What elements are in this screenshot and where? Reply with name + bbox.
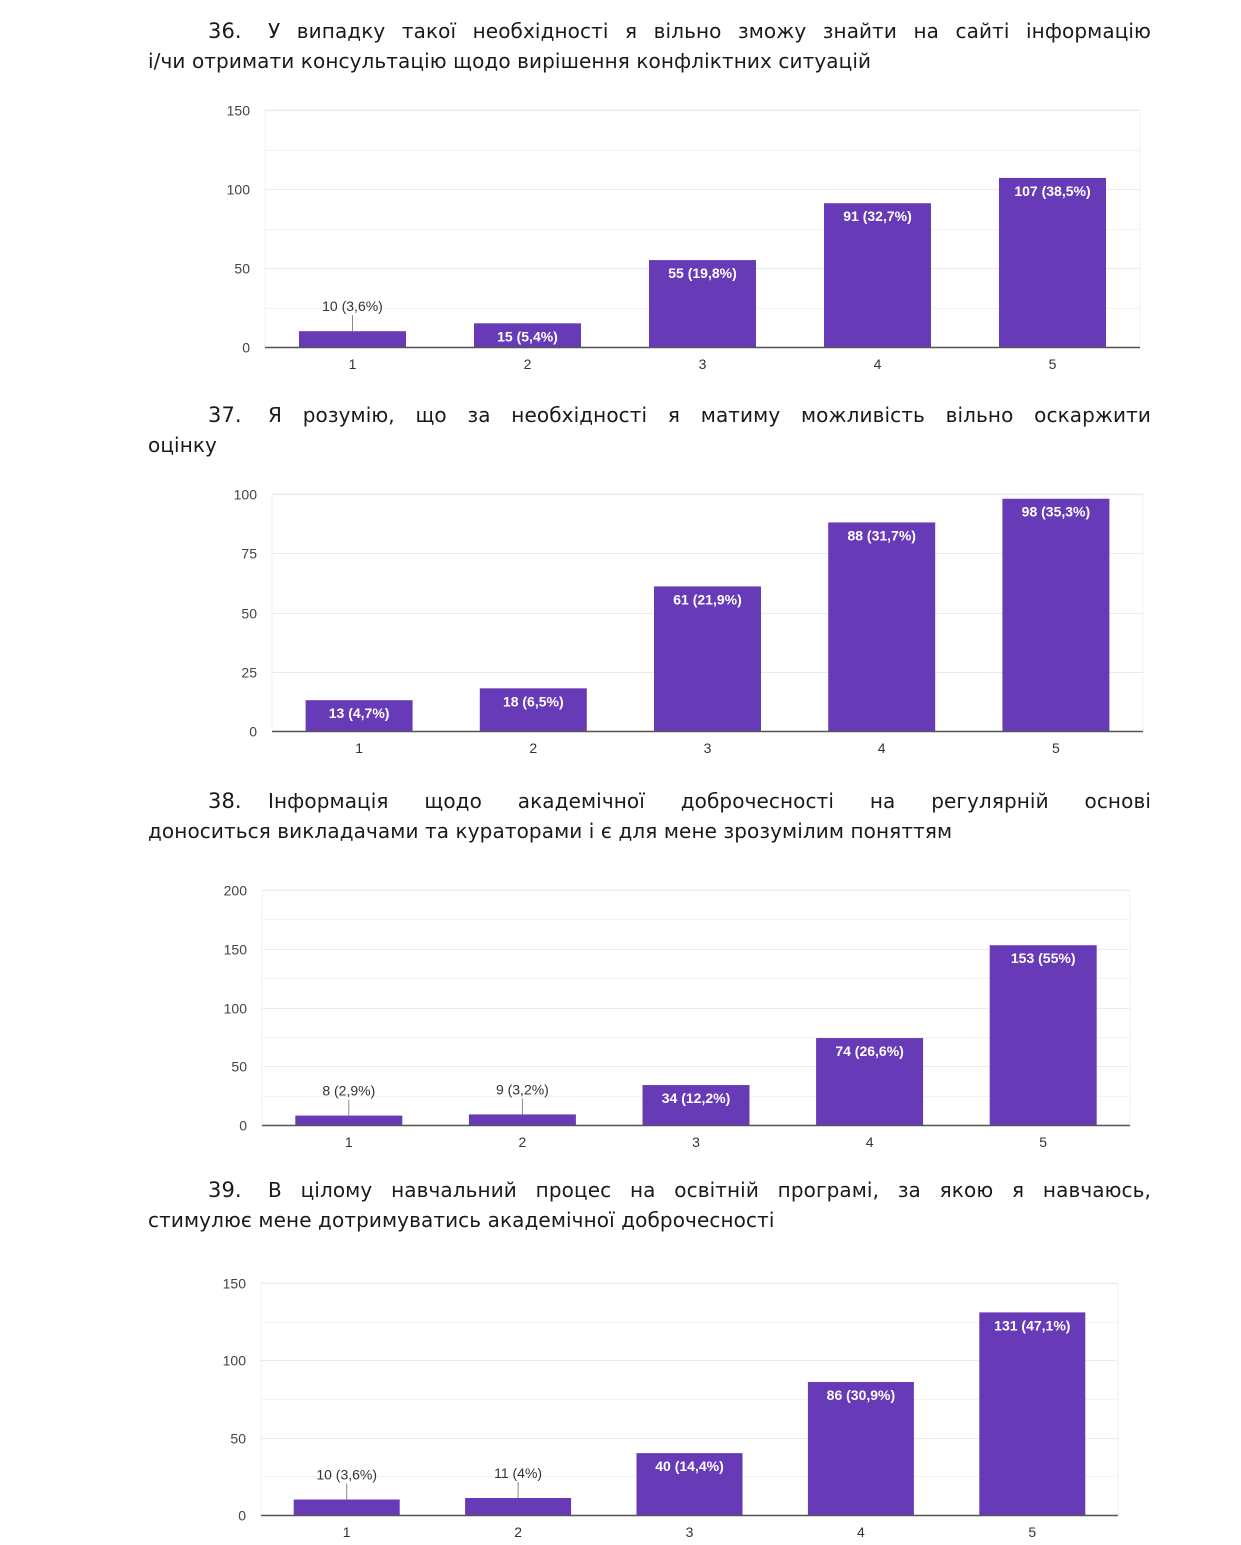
y-tick-label: 75 (241, 546, 257, 562)
bar (654, 586, 761, 731)
bar (295, 1115, 403, 1125)
y-tick-label: 0 (238, 1508, 246, 1524)
bar-data-label: 13 (4,7%) (329, 705, 390, 721)
y-tick-label: 50 (234, 261, 250, 277)
bar (989, 945, 1097, 1125)
x-tick-label: 3 (699, 356, 707, 372)
bar (465, 1497, 572, 1515)
question-line-2: оцінку (148, 433, 217, 457)
bar-data-label: 98 (35,3%) (1022, 504, 1090, 520)
x-tick-label: 2 (529, 740, 537, 756)
question-line-1: 37. Я розумію, що за необхідності я матим… (148, 400, 1151, 430)
y-tick-label: 50 (241, 606, 257, 622)
y-tick-label: 25 (241, 665, 257, 681)
bar-data-label: 61 (21,9%) (673, 591, 741, 607)
bar-chart-q38: 0 50 100 150 200 8 (2,9%) 1 9 (3,2%) 2 34 (12,2%)… (224, 883, 1131, 1150)
question-38: 38. Інформація щодо академічної доброчесн… (148, 786, 1151, 846)
question-number: 36. (208, 19, 242, 43)
y-tick-label: 100 (234, 487, 258, 503)
bar (1002, 498, 1110, 731)
question-line-2: стимулює мене дотримуватись академічної … (148, 1208, 775, 1232)
bar (979, 1312, 1086, 1515)
y-tick-label: 150 (223, 1276, 247, 1292)
bar (299, 331, 406, 347)
question-number: 37. (208, 403, 242, 427)
bar (479, 688, 587, 731)
bar (807, 1381, 914, 1515)
x-tick-label: 3 (692, 1134, 700, 1150)
x-tick-label: 5 (1049, 356, 1057, 372)
question-line-1: 36. У випадку такої необхідності я вільно… (148, 16, 1151, 46)
x-tick-label: 3 (686, 1524, 694, 1540)
y-tick-label: 150 (227, 103, 251, 119)
question-line-1: 39. В цілому навчальний процес на освітні… (148, 1175, 1151, 1205)
bar-chart-q36: 0 50 100 150 10 (3,6%) 1 15 (5,4%) 2 55 (19,8%) 3… (227, 103, 1141, 372)
bar (642, 1085, 750, 1125)
bar (824, 203, 931, 347)
bar-data-label: 40 (14,4%) (655, 1458, 723, 1474)
question-36: 36. У випадку такої необхідності я вільно… (148, 16, 1151, 76)
x-tick-label: 5 (1028, 1524, 1036, 1540)
bar-data-label: 9 (3,2%) (496, 1081, 549, 1097)
question-number: 38. (208, 789, 242, 813)
x-tick-label: 5 (1052, 740, 1060, 756)
x-tick-label: 5 (1039, 1134, 1047, 1150)
bar-data-label: 74 (26,6%) (835, 1043, 903, 1059)
y-tick-label: 100 (223, 1353, 247, 1369)
bar (649, 260, 756, 347)
bar (468, 1114, 576, 1125)
x-tick-label: 2 (524, 356, 532, 372)
x-tick-label: 4 (878, 740, 886, 756)
bar (999, 177, 1106, 347)
y-tick-label: 50 (230, 1431, 246, 1447)
x-tick-label: 1 (345, 1134, 353, 1150)
y-tick-label: 100 (224, 1001, 248, 1017)
bar (636, 1453, 743, 1515)
bar-data-label: 153 (55%) (1011, 950, 1076, 966)
bar (305, 700, 413, 731)
question-line-2: і/чи отримати консультацію щодо вирішенн… (148, 49, 872, 73)
y-tick-label: 100 (227, 182, 251, 198)
y-tick-label: 0 (239, 1118, 247, 1134)
bar-data-label: 131 (47,1%) (994, 1317, 1070, 1333)
bar-data-label: 55 (19,8%) (668, 265, 736, 281)
bar (293, 1499, 400, 1515)
y-tick-label: 200 (224, 883, 248, 899)
bar-data-label: 88 (31,7%) (847, 527, 915, 543)
bar (816, 1038, 924, 1125)
bar (474, 323, 581, 347)
bar-data-label: 11 (4%) (494, 1465, 542, 1481)
x-tick-label: 2 (519, 1134, 527, 1150)
y-tick-label: 0 (249, 724, 257, 740)
y-tick-label: 50 (231, 1059, 247, 1075)
bar-chart-q37: 0 25 50 75 100 13 (4,7%) 1 18 (6,5%) 2 61 (21,9%)… (234, 487, 1144, 756)
x-tick-label: 4 (857, 1524, 865, 1540)
y-tick-label: 0 (242, 340, 250, 356)
question-line-2: доноситься викладачами та кураторами і є… (148, 819, 953, 843)
bar-data-label: 10 (3,6%) (322, 298, 383, 314)
bar-data-label: 15 (5,4%) (497, 328, 558, 344)
question-line-1: 38. Інформація щодо академічної доброчесн… (148, 786, 1151, 816)
bar (828, 522, 936, 731)
x-tick-label: 1 (349, 356, 357, 372)
bar-data-label: 18 (6,5%) (503, 693, 564, 709)
y-tick-label: 150 (224, 942, 248, 958)
bar-data-label: 107 (38,5%) (1014, 183, 1090, 199)
bar-data-label: 8 (2,9%) (322, 1083, 375, 1099)
x-tick-label: 4 (874, 356, 882, 372)
x-tick-label: 4 (866, 1134, 874, 1150)
bar-data-label: 34 (12,2%) (662, 1090, 730, 1106)
bar-data-label: 91 (32,7%) (843, 208, 911, 224)
x-tick-label: 1 (355, 740, 363, 756)
question-number: 39. (208, 1178, 242, 1202)
x-tick-label: 3 (704, 740, 712, 756)
x-tick-label: 2 (514, 1524, 522, 1540)
bar-data-label: 86 (30,9%) (827, 1387, 895, 1403)
question-37: 37. Я розумію, що за необхідності я матим… (148, 400, 1151, 460)
x-tick-label: 1 (343, 1524, 351, 1540)
bar-data-label: 10 (3,6%) (316, 1467, 377, 1483)
question-39: 39. В цілому навчальний процес на освітні… (148, 1175, 1151, 1235)
